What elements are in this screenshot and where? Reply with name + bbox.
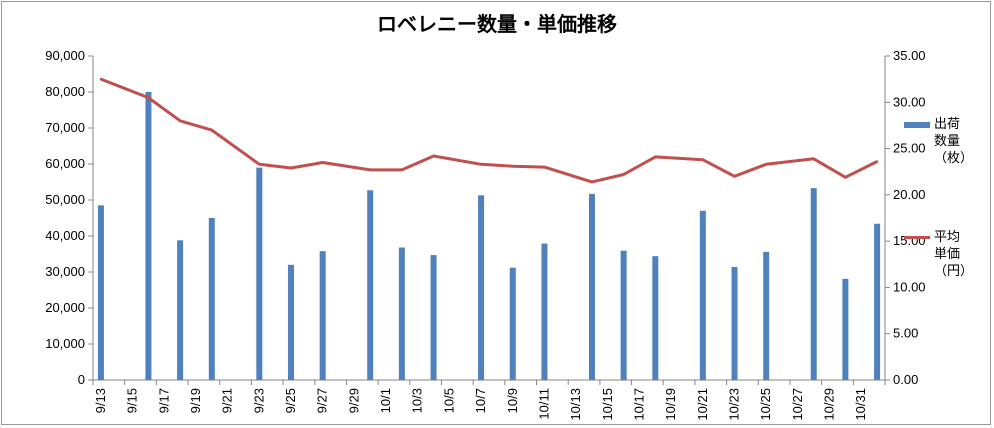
legend-label-price: 平均 単価 （円） <box>934 230 974 279</box>
price-point-10/4 <box>432 154 435 158</box>
right-tick-label: 0.00 <box>893 372 918 387</box>
bar-10/4 <box>430 255 437 380</box>
x-tick-label: 10/5 <box>441 388 456 413</box>
x-tick-label: 9/23 <box>251 388 266 413</box>
bar-9/13 <box>97 205 104 380</box>
bar-10/28 <box>810 188 817 380</box>
tick-labels: 0 10,000 20,000 30,000 40,000 50,000 60,000 70,… <box>45 48 925 421</box>
bar-10/21 <box>699 210 706 380</box>
left-tick-label: 80,000 <box>45 84 85 99</box>
bar-9/18 <box>177 240 184 380</box>
left-tick-label: 90,000 <box>45 48 85 63</box>
right-tick-label: 30.00 <box>893 94 926 109</box>
x-tick-label: 10/7 <box>473 388 488 413</box>
price-point-10/14 <box>590 180 594 184</box>
bar-10/7 <box>478 195 485 380</box>
x-tick-label: 10/19 <box>663 388 678 421</box>
price-line <box>100 77 878 184</box>
x-tick-label: 10/11 <box>536 388 551 420</box>
x-tick-label: 10/13 <box>568 388 583 421</box>
bar-9/16 <box>145 92 152 380</box>
legend-label-quantity: 出荷 数量 （枚） <box>934 117 974 166</box>
x-tick-label: 9/21 <box>220 388 235 413</box>
price-point-10/9 <box>511 164 514 168</box>
right-tick-label: 10.00 <box>893 279 926 294</box>
left-tick-label: 50,000 <box>45 192 85 207</box>
bar-10/23 <box>731 266 738 380</box>
x-tick-label: 10/29 <box>822 388 837 421</box>
price-point-10/28 <box>812 157 815 160</box>
x-tick-label: 10/3 <box>410 388 425 413</box>
bar-10/16 <box>620 250 627 380</box>
x-tick-label: 9/27 <box>315 388 330 413</box>
price-point-10/2 <box>400 168 404 172</box>
axes <box>88 55 890 385</box>
legend-swatch-price <box>904 236 930 239</box>
price-point-9/30 <box>369 168 372 172</box>
x-tick-label: 9/25 <box>283 388 298 413</box>
left-tick-label: 60,000 <box>45 156 85 171</box>
left-tick-label: 0 <box>78 372 85 387</box>
bar-9/30 <box>367 190 374 380</box>
bar-10/25 <box>763 251 770 380</box>
bar-10/30 <box>842 278 849 380</box>
x-tick-label: 10/21 <box>695 388 710 421</box>
price-point-10/18 <box>654 155 657 159</box>
x-tick-label: 9/17 <box>156 388 171 413</box>
left-tick-label: 20,000 <box>45 300 85 315</box>
price-point-10/16 <box>622 173 625 176</box>
x-tick-label: 10/25 <box>758 388 773 421</box>
x-tick-label: 10/17 <box>631 388 646 421</box>
x-tick-label: 10/27 <box>790 388 805 421</box>
bar-9/20 <box>208 218 215 380</box>
bar-11/1 <box>874 223 881 380</box>
x-tick-label: 9/19 <box>188 388 203 413</box>
bar-series-quantity <box>97 92 881 380</box>
bar-10/11 <box>541 243 548 380</box>
bar-10/18 <box>652 256 659 380</box>
left-tick-label: 30,000 <box>45 264 85 279</box>
x-tick-label: 10/31 <box>853 388 868 421</box>
x-tick-label: 10/9 <box>505 388 520 413</box>
price-point-9/20 <box>210 128 213 132</box>
right-tick-label: 35.00 <box>893 48 926 63</box>
right-tick-label: 25.00 <box>893 141 926 156</box>
price-point-9/18 <box>178 119 182 123</box>
right-tick-label: 20.00 <box>893 187 926 202</box>
x-tick-label: 9/29 <box>346 388 361 413</box>
price-point-9/16 <box>147 96 150 99</box>
price-point-9/25 <box>289 166 293 170</box>
x-tick-label: 9/13 <box>93 388 108 413</box>
price-point-10/25 <box>765 163 768 166</box>
x-tick-label: 10/15 <box>600 388 615 421</box>
left-tick-label: 40,000 <box>45 228 85 243</box>
chart-title: ロベレニー数量・単価推移 <box>377 12 617 36</box>
price-point-9/13 <box>99 77 103 81</box>
bar-9/23 <box>256 167 263 380</box>
price-point-10/7 <box>479 163 483 166</box>
bar-9/25 <box>288 264 294 380</box>
price-point-10/23 <box>733 175 736 178</box>
line-series-price <box>99 77 879 184</box>
x-tick-label: 9/15 <box>125 388 140 413</box>
price-point-10/11 <box>543 165 546 169</box>
price-point-10/30 <box>844 176 847 179</box>
right-tick-label: 5.00 <box>893 326 918 341</box>
price-point-9/23 <box>258 163 261 166</box>
legend-swatch-quantity <box>904 122 930 128</box>
left-tick-label: 70,000 <box>45 120 85 135</box>
price-point-10/21 <box>701 158 705 161</box>
bar-9/27 <box>319 251 326 380</box>
bar-10/14 <box>588 193 595 380</box>
price-point-11/1 <box>875 160 879 163</box>
price-point-9/27 <box>321 161 324 164</box>
x-tick-label: 10/23 <box>727 388 742 421</box>
x-tick-label: 10/1 <box>378 388 393 413</box>
left-tick-label: 10,000 <box>45 336 85 351</box>
bar-10/2 <box>398 247 405 380</box>
bar-10/9 <box>509 267 516 380</box>
